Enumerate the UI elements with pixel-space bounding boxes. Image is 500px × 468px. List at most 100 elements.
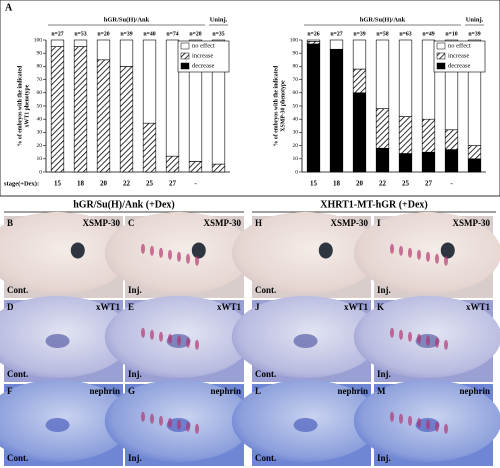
stain-stripe bbox=[408, 415, 412, 426]
y-tick-label: 0 bbox=[295, 169, 298, 175]
stain-stripe bbox=[186, 421, 190, 432]
bar-segment bbox=[165, 39, 180, 157]
legend-label: decrease bbox=[448, 62, 470, 69]
bar-segment bbox=[306, 43, 321, 173]
legend-swatch bbox=[180, 42, 190, 50]
stain-stripe bbox=[426, 335, 430, 346]
bar-segment bbox=[96, 59, 111, 173]
bar-segment bbox=[73, 46, 88, 173]
stain-stripe bbox=[399, 329, 403, 340]
bar-segment bbox=[352, 92, 367, 173]
pronephros-stain bbox=[45, 334, 70, 348]
stain-stripe bbox=[150, 329, 154, 340]
condition-label: Cont. bbox=[255, 453, 276, 463]
legend-swatch bbox=[436, 62, 446, 70]
panel-letter: F bbox=[7, 386, 13, 396]
y-tick-label: 10 bbox=[37, 156, 43, 162]
stain-stripe bbox=[177, 251, 181, 262]
gene-label: xWT1 bbox=[96, 302, 121, 312]
condition-label: Inj. bbox=[128, 369, 142, 379]
y-axis-label-line: XSMP-30 phenotype bbox=[281, 80, 287, 132]
stain-stripe bbox=[159, 331, 163, 342]
bar-segment bbox=[211, 163, 226, 173]
panel-letter: M bbox=[377, 386, 386, 396]
stain-stripe bbox=[444, 339, 448, 350]
x-tick-label: - bbox=[194, 180, 197, 188]
bar-segment bbox=[329, 48, 344, 173]
condition-label: Inj. bbox=[128, 453, 142, 463]
condition-label: Cont. bbox=[255, 285, 276, 295]
panel-header: XHRT1-MT-hGR (+Dex) bbox=[320, 199, 427, 210]
y-tick-label: 10 bbox=[293, 156, 299, 162]
panel-letter: G bbox=[128, 386, 135, 396]
stain-stripe bbox=[435, 253, 439, 264]
legend-swatch bbox=[436, 52, 446, 60]
panel-letter: E bbox=[128, 302, 134, 312]
stain-stripe bbox=[159, 247, 163, 258]
legend-label: increase bbox=[192, 52, 213, 59]
condition-label: Cont. bbox=[255, 369, 276, 379]
gene-label: nephrin bbox=[210, 386, 241, 396]
bar-segment bbox=[50, 46, 65, 173]
bar-segment bbox=[398, 116, 413, 154]
panel-letter: A bbox=[5, 2, 13, 13]
panel-letter: L bbox=[255, 386, 261, 396]
y-axis-label-line: xWT1 phenotype bbox=[25, 84, 31, 127]
panel-letter: I bbox=[377, 218, 381, 228]
stain-stripe bbox=[186, 253, 190, 264]
gene-label: nephrin bbox=[89, 386, 120, 396]
stain-stripe bbox=[426, 251, 430, 262]
bar-segment bbox=[375, 147, 390, 173]
legend-swatch bbox=[180, 52, 190, 60]
stain-stripe bbox=[141, 411, 145, 422]
n-label: n=28 bbox=[189, 31, 201, 37]
gene-label: nephrin bbox=[337, 386, 368, 396]
x-tick-label: 22 bbox=[123, 180, 131, 188]
y-tick-label: 40 bbox=[293, 116, 299, 122]
n-label: n=53 bbox=[74, 31, 86, 37]
group-label: hGR/Su(H)/Ank bbox=[360, 16, 406, 23]
y-tick-label: 80 bbox=[37, 64, 43, 70]
x-tick-label: - bbox=[450, 180, 453, 188]
stain-stripe bbox=[177, 419, 181, 430]
bar-segment bbox=[306, 39, 321, 42]
y-tick-label: 50 bbox=[293, 103, 299, 109]
stain-stripe bbox=[399, 413, 403, 424]
bar-segment bbox=[188, 161, 203, 173]
y-tick-label: 20 bbox=[293, 143, 299, 149]
embryo bbox=[0, 211, 132, 294]
stain-stripe bbox=[168, 333, 172, 344]
y-axis-label: % of embryos with the indicatedXSMP-30 p… bbox=[274, 65, 287, 146]
condition-label: Inj. bbox=[377, 285, 391, 295]
condition-label: Cont. bbox=[7, 453, 28, 463]
group-label: Uninj. bbox=[210, 16, 228, 23]
y-tick-label: 100 bbox=[290, 37, 299, 43]
y-tick-label: 30 bbox=[37, 130, 43, 136]
legend-label: no effect bbox=[192, 42, 215, 49]
y-tick-label: 30 bbox=[293, 130, 299, 136]
condition-label: Cont. bbox=[7, 369, 28, 379]
x-tick-label: 15 bbox=[310, 180, 318, 188]
pronephros-stain bbox=[293, 334, 318, 348]
n-label: n=39 bbox=[468, 31, 480, 37]
n-label: n=39 bbox=[353, 31, 365, 37]
x-tick-label: 25 bbox=[402, 180, 410, 188]
bar-segment bbox=[375, 39, 390, 109]
image-panel: H XSMP-30 Cont. bbox=[231, 211, 380, 298]
bar-segment bbox=[444, 149, 459, 173]
bar-segment bbox=[421, 39, 436, 120]
n-label: n=49 bbox=[422, 31, 434, 37]
panel-letter: H bbox=[255, 218, 262, 228]
pronephros-stain bbox=[45, 418, 70, 432]
stain-stripe bbox=[168, 249, 172, 260]
condition-label: Inj. bbox=[377, 453, 391, 463]
y-tick-label: 90 bbox=[293, 50, 299, 56]
n-label: n=26 bbox=[307, 31, 319, 37]
n-label: n=27 bbox=[330, 31, 342, 37]
y-tick-label: 60 bbox=[37, 90, 43, 96]
x-tick-label: 18 bbox=[333, 180, 341, 188]
panel-letter: D bbox=[7, 302, 14, 312]
bar-segment bbox=[119, 66, 134, 173]
